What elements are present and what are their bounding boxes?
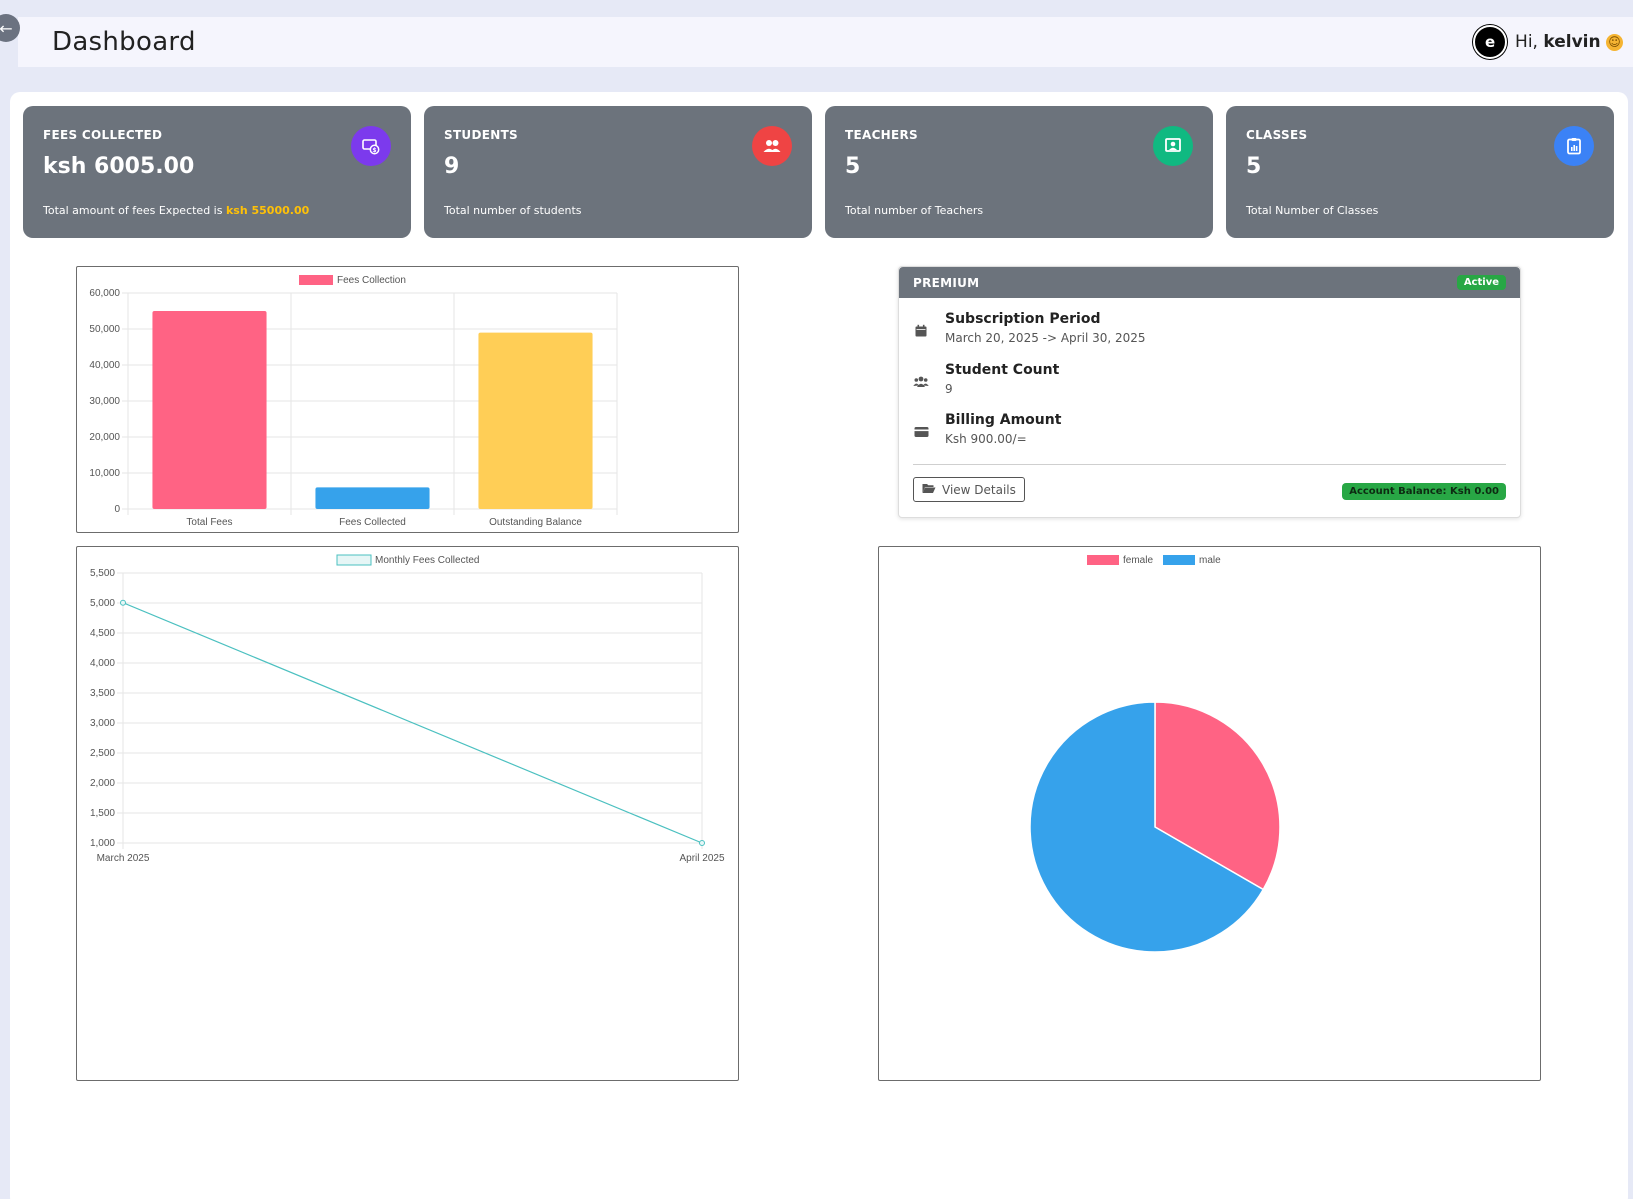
gender-pie-chart-svg: female male xyxy=(1029,555,1281,953)
legend-swatch xyxy=(336,554,372,566)
user-name: kelvin xyxy=(1543,32,1601,52)
card-description: Total number of students xyxy=(444,204,582,217)
y-tick-label: 2,000 xyxy=(90,778,115,789)
x-tick-label: Outstanding Balance xyxy=(489,517,582,528)
card-description: Total number of Teachers xyxy=(845,204,984,217)
card-value: 9 xyxy=(444,154,460,179)
y-tick-label: 30,000 xyxy=(89,396,120,407)
y-tick-label: 20,000 xyxy=(89,432,120,443)
premium-divider xyxy=(913,464,1506,465)
subscription-period-value: March 20, 2025 -> April 30, 2025 xyxy=(945,331,1146,345)
card-label: FEES COLLECTED xyxy=(43,128,163,142)
clipboard-icon xyxy=(1554,126,1594,166)
greeting-prefix: Hi, xyxy=(1515,32,1538,52)
arrow-left-icon: ← xyxy=(0,18,13,38)
account-balance-badge: Account Balance: Ksh 0.00 xyxy=(1342,483,1506,500)
pie-slice xyxy=(1029,701,1265,953)
classes-card: CLASSES 5 Total Number of Classes xyxy=(1226,106,1614,238)
gender-pie-chart: female male xyxy=(878,546,1541,1081)
fees-collected-card: FEES COLLECTED ksh 6005.00 Total amount … xyxy=(23,106,411,238)
student-count-value: 9 xyxy=(945,382,953,396)
y-tick-label: 3,500 xyxy=(90,688,115,699)
back-button[interactable]: ← xyxy=(0,14,20,42)
x-tick-label: March 2025 xyxy=(97,853,150,864)
expected-fees: ksh 55000.00 xyxy=(225,204,310,217)
student-count-row: Student Count 9 xyxy=(913,362,1059,396)
y-tick-label: 0 xyxy=(114,504,120,515)
data-point xyxy=(120,599,126,606)
billing-amount-label: Billing Amount xyxy=(945,412,1062,428)
card-label: CLASSES xyxy=(1246,128,1308,142)
fees-bar-chart: Fees Collection 0 10,000 20,000 30,000 40,000… xyxy=(76,266,739,533)
y-tick-label: 2,500 xyxy=(90,748,115,759)
x-tick-label: Total Fees xyxy=(186,517,232,528)
y-tick-label: 3,000 xyxy=(90,718,115,729)
students-card: STUDENTS 9 Total number of students xyxy=(424,106,812,238)
card-value: 5 xyxy=(845,154,861,179)
y-tick-label: 1,000 xyxy=(90,838,115,849)
card-value: ksh 6005.00 xyxy=(43,154,195,179)
page-title: Dashboard xyxy=(52,27,196,57)
premium-card: PREMIUM Active Subscription Period March… xyxy=(898,266,1521,518)
monthly-fees-line-chart-svg: Monthly Fees Collected 1,000 1,500 2,000 2,5… xyxy=(90,554,725,864)
card-label: STUDENTS xyxy=(444,128,519,142)
x-tick-label: Fees Collected xyxy=(339,517,406,528)
y-tick-label: 60,000 xyxy=(89,288,120,299)
svg-text:$: $ xyxy=(372,147,376,154)
top-header: Dashboard e Hi, kelvin ☺ xyxy=(18,17,1633,67)
y-tick-label: 4,000 xyxy=(90,658,115,669)
money-icon: $ xyxy=(351,126,391,166)
premium-title: PREMIUM xyxy=(913,275,980,290)
billing-amount-row: Billing Amount Ksh 900.00/= xyxy=(913,412,1061,446)
legend-label: female xyxy=(1123,555,1153,566)
pie-slice xyxy=(1154,701,1281,891)
y-tick-label: 40,000 xyxy=(89,360,120,371)
user-area[interactable]: e Hi, kelvin ☺ xyxy=(1473,25,1623,59)
legend-swatch xyxy=(299,275,333,285)
view-details-button[interactable]: View Details xyxy=(913,477,1025,502)
legend-label: Fees Collection xyxy=(337,275,406,286)
y-tick-label: 5,500 xyxy=(90,568,115,579)
subscription-period-label: Subscription Period xyxy=(945,311,1101,327)
status-badge: Active xyxy=(1456,275,1506,290)
data-point xyxy=(699,840,705,846)
card-label: TEACHERS xyxy=(845,128,918,142)
users-icon xyxy=(913,374,929,390)
card-description: Total amount of fees Expected is ksh 550… xyxy=(43,204,310,217)
monthly-fees-line-chart: Monthly Fees Collected 1,000 1,500 2,000 2,5… xyxy=(76,546,739,1081)
y-tick-label: 5,000 xyxy=(90,598,115,609)
billing-amount-value: Ksh 900.00/= xyxy=(945,432,1027,446)
teachers-card: TEACHERS 5 Total number of Teachers xyxy=(825,106,1213,238)
calendar-icon xyxy=(913,323,929,339)
avatar[interactable]: e xyxy=(1473,25,1508,59)
fees-bar-chart-svg: Fees Collection 0 10,000 20,000 30,000 40,000… xyxy=(89,275,618,528)
y-tick-label: 1,500 xyxy=(90,808,115,819)
greeting: Hi, kelvin ☺ xyxy=(1515,32,1623,52)
series-line xyxy=(122,602,703,844)
users-icon xyxy=(752,126,792,166)
subscription-period-row: Subscription Period March 20, 2025 -> Ap… xyxy=(913,311,1146,345)
legend-label: male xyxy=(1199,555,1221,566)
student-count-label: Student Count xyxy=(945,362,1060,378)
legend-label: Monthly Fees Collected xyxy=(375,555,480,566)
card-value: 5 xyxy=(1246,154,1262,179)
bar xyxy=(315,487,430,509)
card-description: Total Number of Classes xyxy=(1246,204,1379,217)
view-details-label: View Details xyxy=(942,482,1016,497)
legend-swatch xyxy=(1163,555,1195,565)
legend-swatch xyxy=(1087,555,1119,565)
x-tick-label: April 2025 xyxy=(679,853,724,864)
y-tick-label: 10,000 xyxy=(89,468,120,479)
bar xyxy=(152,311,267,509)
credit-card-icon xyxy=(913,424,929,440)
premium-header: PREMIUM Active xyxy=(899,267,1520,298)
y-tick-label: 4,500 xyxy=(90,628,115,639)
y-tick-label: 50,000 xyxy=(89,324,120,335)
smile-emoji-icon: ☺ xyxy=(1606,33,1623,51)
folder-open-icon xyxy=(922,483,936,497)
teacher-icon xyxy=(1153,126,1193,166)
bar xyxy=(478,332,593,509)
